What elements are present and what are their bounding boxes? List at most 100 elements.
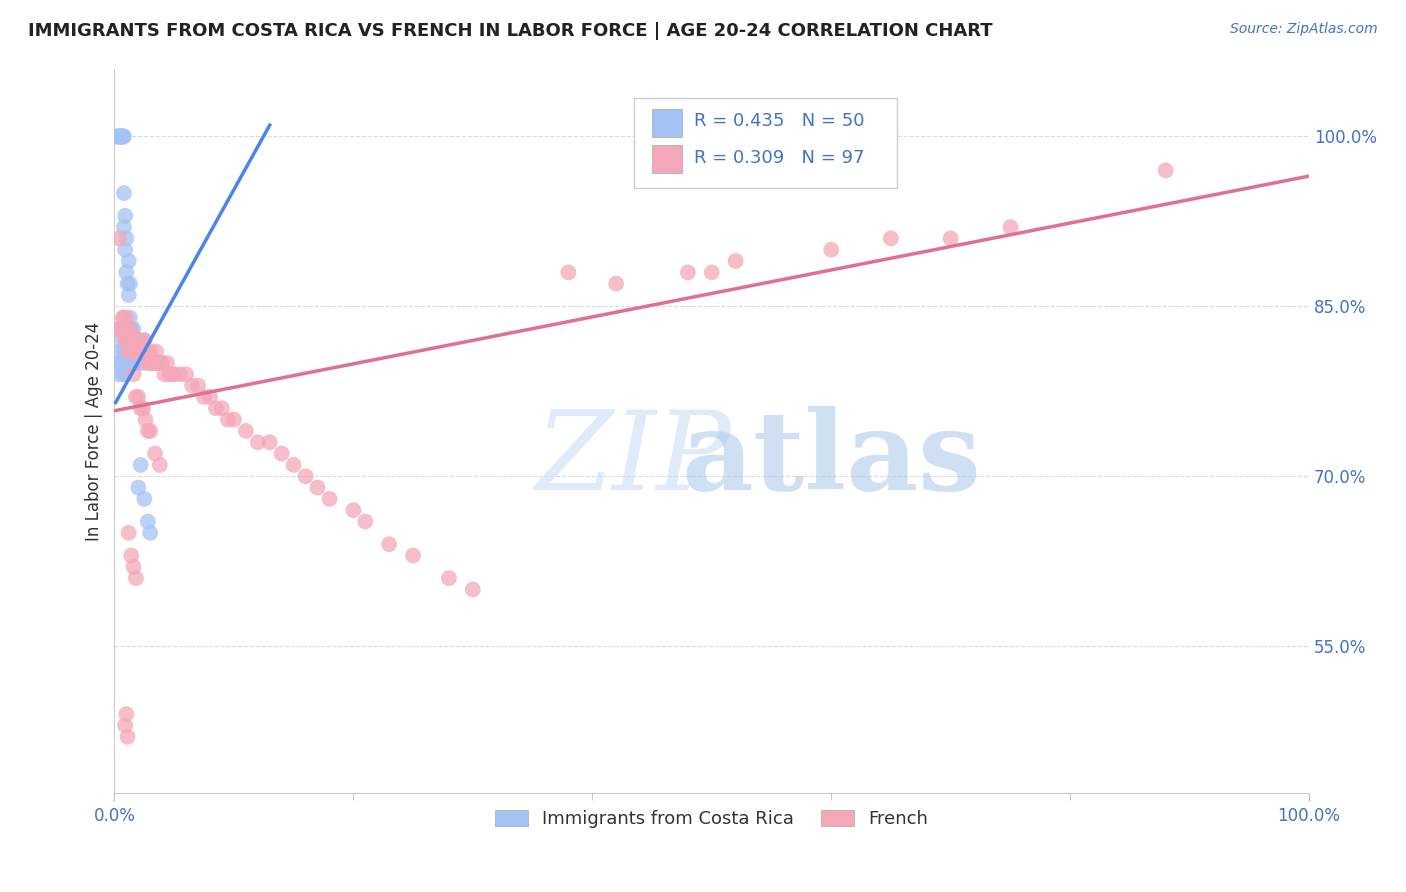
Point [222,412,245,426]
Point [124,344,146,359]
Point [117,277,139,291]
Point [143,356,166,370]
Point [198,390,221,404]
Point [193,390,215,404]
Point [139,525,162,540]
Point [115,707,138,722]
Point [307,481,329,495]
Point [115,231,138,245]
Point [118,344,141,359]
Point [120,549,142,563]
Point [110,129,132,144]
Point [135,356,157,370]
Point [217,412,239,426]
Point [342,503,364,517]
Point [112,344,135,359]
Point [125,390,148,404]
Point [187,378,209,392]
Point [111,310,134,325]
Point [125,356,148,370]
Point [136,344,159,359]
Legend: Immigrants from Costa Rica, French: Immigrants from Costa Rica, French [488,802,935,835]
Point [115,265,138,279]
Point [181,378,204,392]
Text: atlas: atlas [682,407,981,514]
Point [270,447,292,461]
Point [129,344,152,359]
Point [110,334,132,348]
Point [120,344,142,359]
Point [318,491,340,506]
Point [122,356,145,370]
Point [134,334,156,348]
Point [110,344,132,359]
Point [108,129,131,144]
Point [118,344,141,359]
Point [112,129,135,144]
Point [174,368,197,382]
Point [127,481,149,495]
Point [153,368,176,382]
Point [121,334,143,348]
Point [283,458,305,472]
Point [127,390,149,404]
Point [149,458,172,472]
Point [169,368,191,382]
Point [294,469,316,483]
Point [118,254,141,268]
Point [105,129,128,144]
Point [122,368,145,382]
Text: R = 0.309   N = 97: R = 0.309 N = 97 [693,149,865,167]
Point [163,368,186,382]
Point [110,322,132,336]
Point [118,356,141,370]
Point [139,424,162,438]
Point [125,571,148,585]
Point [146,356,169,370]
Point [700,265,723,279]
Point [108,231,131,245]
Point [129,401,152,416]
Point [115,310,138,325]
Point [111,129,134,144]
Point [127,344,149,359]
Point [354,515,377,529]
Point [724,254,747,268]
Text: Source: ZipAtlas.com: Source: ZipAtlas.com [1230,22,1378,37]
Point [157,368,180,382]
FancyBboxPatch shape [634,97,897,188]
Point [145,344,167,359]
Point [125,344,148,359]
Point [122,322,145,336]
Point [211,401,233,416]
Point [117,322,139,336]
Point [134,491,156,506]
Point [118,288,141,302]
Point [143,447,166,461]
Point [122,344,145,359]
Point [160,368,183,382]
Bar [652,109,682,136]
Point [112,186,135,200]
Y-axis label: In Labor Force | Age 20-24: In Labor Force | Age 20-24 [86,321,103,541]
Point [110,129,132,144]
Point [112,220,135,235]
Point [127,344,149,359]
Point [117,334,139,348]
Point [114,718,136,732]
Point [105,322,128,336]
Point [378,537,401,551]
Point [132,344,155,359]
Point [124,334,146,348]
Point [114,243,136,257]
Point [112,322,135,336]
Point [117,334,139,348]
Point [118,277,141,291]
Point [139,344,162,359]
Point [111,368,134,382]
Point [108,129,131,144]
Point [120,322,142,336]
Point [235,424,257,438]
Point [115,356,138,370]
Point [129,458,152,472]
